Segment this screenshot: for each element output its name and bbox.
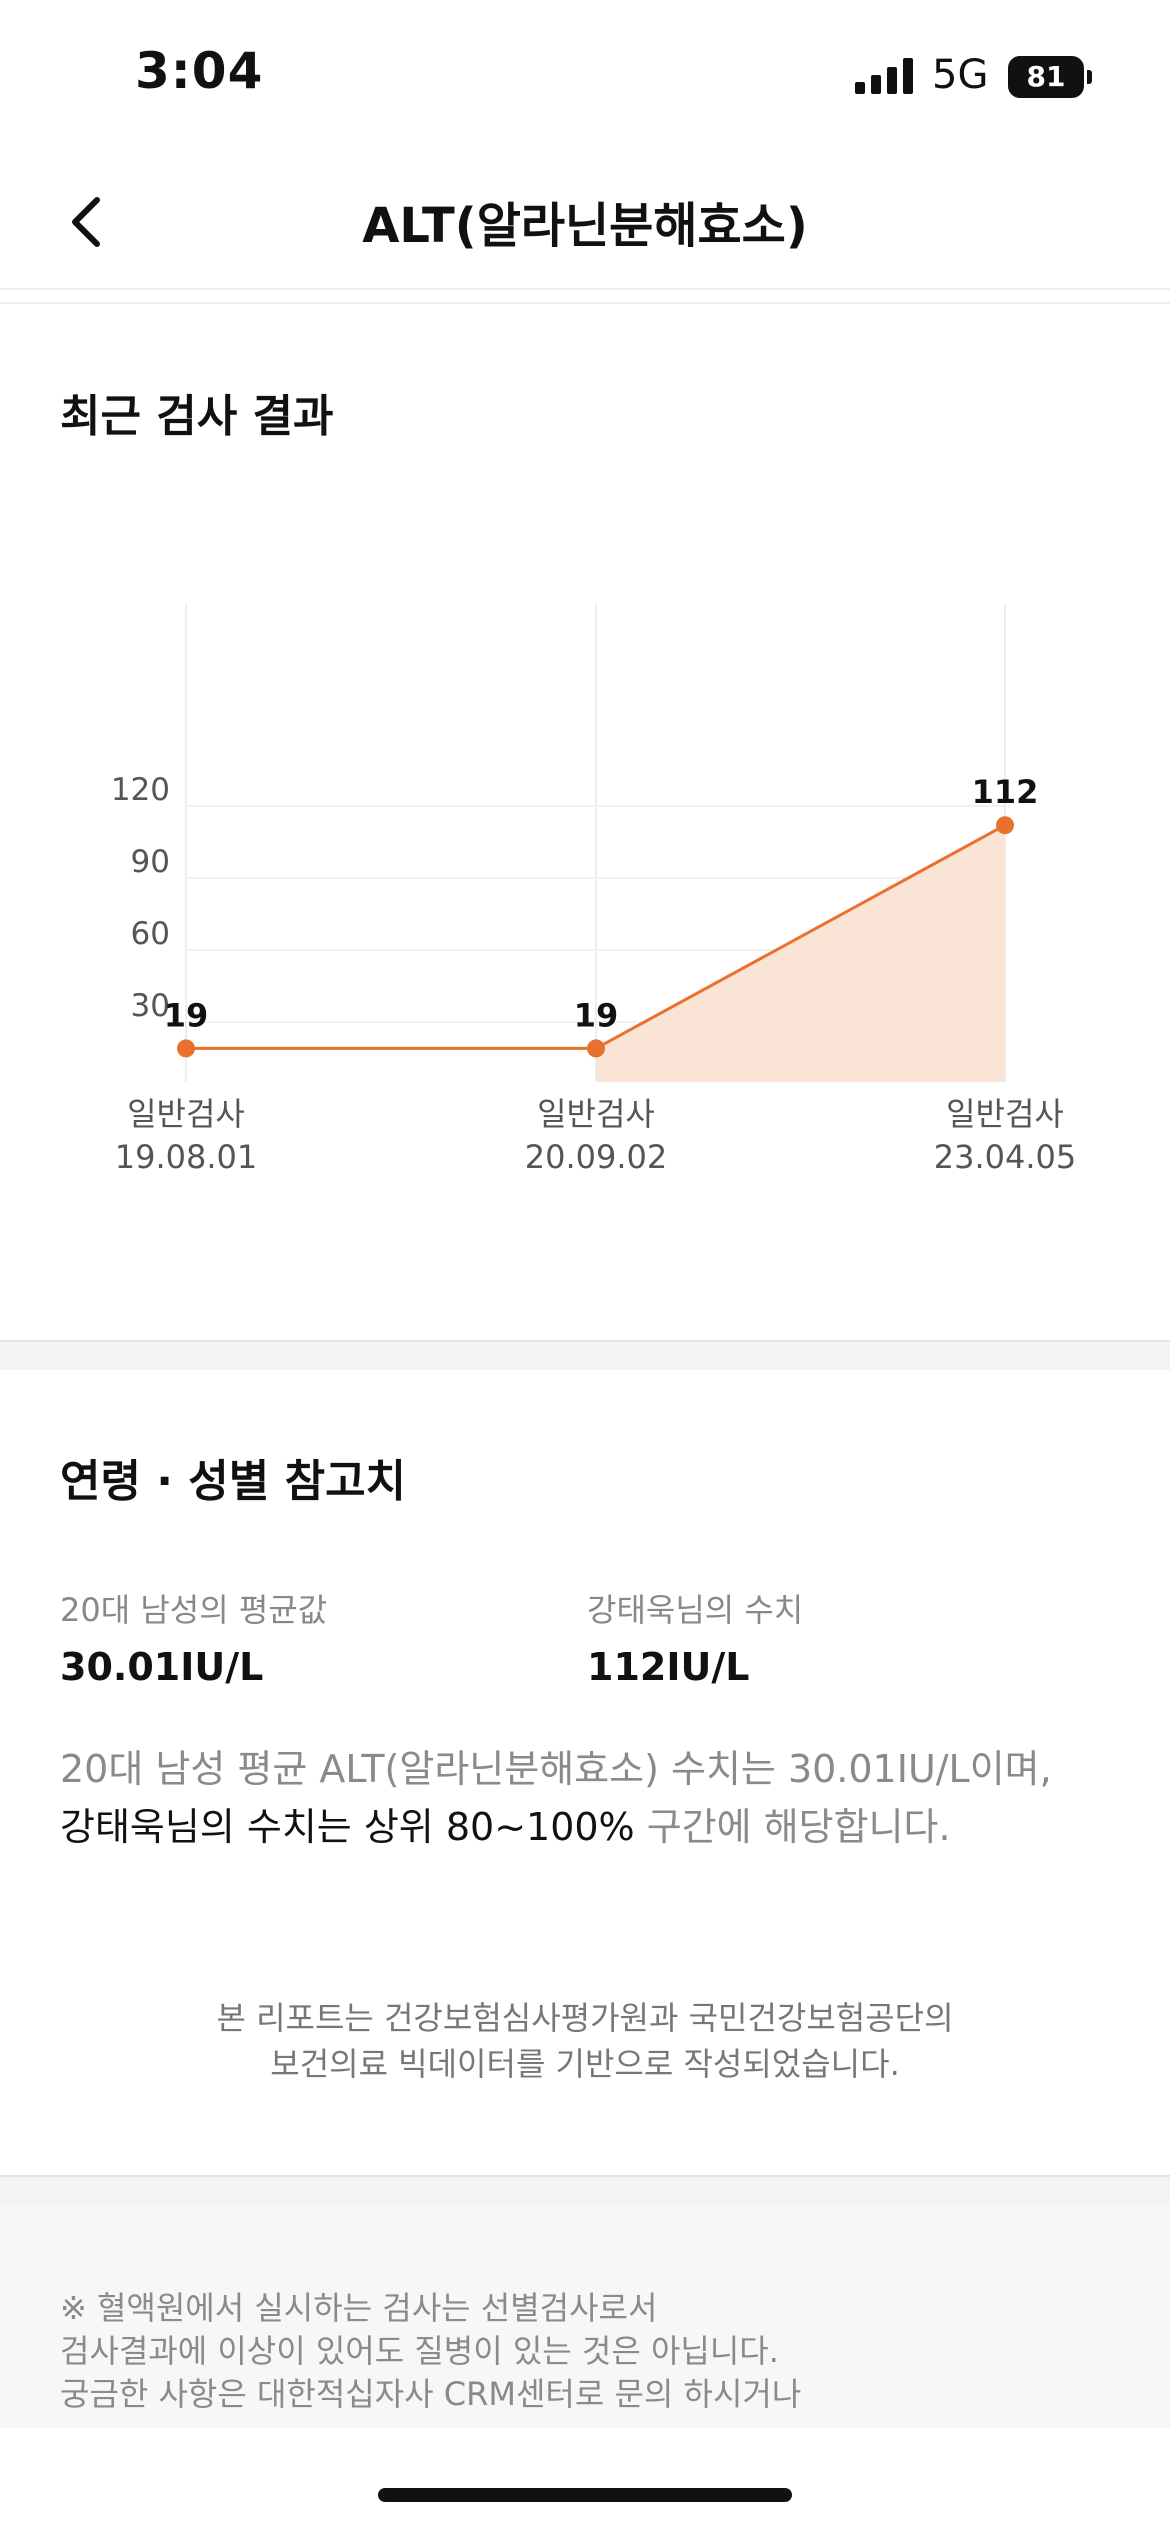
chart-area: [596, 825, 1005, 1082]
network-type: 5G: [932, 52, 989, 98]
x-tick-label-date: 20.09.02: [525, 1138, 668, 1176]
notice-line-2: 검사결과에 이상이 있어도 질병이 있는 것은 아닙니다.: [60, 2332, 779, 2370]
reference-summary: 20대 남성 평균 ALT(알라닌분해효소) 수치는 30.01IU/L이며, …: [60, 1740, 1120, 1856]
x-tick-label-type: 일반검사: [127, 1095, 245, 1133]
battery-icon: 81: [1008, 56, 1084, 98]
home-indicator[interactable]: [378, 2488, 792, 2502]
nav-bar: ALT(알라닌분해효소): [0, 150, 1170, 290]
chart-points: [177, 816, 1014, 1058]
battery-tip: [1087, 70, 1092, 84]
source-line-2: 보건의료 빅데이터를 기반으로 작성되었습니다.: [270, 2045, 900, 2083]
data-point: [177, 1039, 195, 1058]
summary-highlight: 강태욱님의 수치는 상위 80~100%: [60, 1805, 635, 1849]
chart-grid: [185, 604, 1006, 1082]
data-label: 19: [164, 996, 209, 1034]
alt-trend-chart: 30 60 90 120 19 19 112 일반검사 19.08.01 일반검사 20.09.02…: [111, 604, 1076, 1176]
recent-results-title: 최근 검사 결과: [60, 391, 334, 442]
status-bar: 3:04 5G 81: [0, 0, 1170, 150]
chart-labels: 30 60 90 120 19 19 112 일반검사 19.08.01 일반검사 20.09.02…: [111, 772, 1076, 1176]
data-label: 19: [574, 996, 619, 1034]
data-label: 112: [972, 773, 1039, 811]
section-divider: [0, 1340, 1170, 1370]
y-tick-label: 90: [131, 844, 170, 880]
summary-line-2: 강태욱님의 수치는 상위 80~100% 구간에 해당합니다.: [60, 1798, 1120, 1856]
x-tick-label-type: 일반검사: [946, 1095, 1064, 1133]
cellular-signal-icon: [855, 58, 913, 94]
y-tick-label: 60: [131, 916, 170, 952]
x-tick-label-date: 19.08.01: [115, 1138, 258, 1176]
chevron-left-icon[interactable]: [55, 180, 125, 260]
source-line-1: 본 리포트는 건강보험심사평가원과 국민건강보험공단의: [216, 1999, 954, 2037]
summary-rest: 구간에 해당합니다.: [634, 1805, 951, 1849]
y-tick-label: 30: [131, 988, 170, 1024]
x-tick-label-type: 일반검사: [537, 1095, 655, 1133]
notice-line-3: 궁금한 사항은 대한적십자사 CRM센터로 문의 하시거나: [60, 2375, 802, 2413]
chart-area-fill: [596, 825, 1005, 1082]
user-value: 112IU/L: [587, 1645, 750, 1689]
y-tick-label: 120: [111, 772, 170, 808]
summary-line-1: 20대 남성 평균 ALT(알라닌분해효소) 수치는 30.01IU/L이며,: [60, 1747, 1052, 1791]
section-divider: [0, 2175, 1170, 2205]
average-label: 20대 남성의 평균값: [60, 1591, 328, 1629]
page-title: ALT(알라닌분해효소): [362, 198, 808, 254]
reference-title: 연령 · 성별 참고치: [60, 1456, 407, 1507]
divider: [0, 302, 1170, 304]
notice-text: ※ 혈액원에서 실시하는 검사는 선별검사로서 검사결과에 이상이 있어도 질병…: [60, 2287, 801, 2416]
status-time: 3:04: [135, 42, 264, 100]
divider: [0, 288, 1170, 290]
notice-line-1: ※ 혈액원에서 실시하는 검사는 선별검사로서: [60, 2289, 658, 2327]
average-value: 30.01IU/L: [60, 1645, 264, 1689]
user-value-label: 강태욱님의 수치: [587, 1591, 804, 1629]
x-tick-label-date: 23.04.05: [934, 1138, 1077, 1176]
home-area: [0, 2428, 1170, 2532]
data-point: [587, 1039, 605, 1058]
data-source-note: 본 리포트는 건강보험심사평가원과 국민건강보험공단의 보건의료 빅데이터를 기…: [0, 1995, 1170, 2087]
data-point: [996, 816, 1014, 835]
notice-box: ※ 혈액원에서 실시하는 검사는 선별검사로서 검사결과에 이상이 있어도 질병…: [0, 2205, 1170, 2430]
